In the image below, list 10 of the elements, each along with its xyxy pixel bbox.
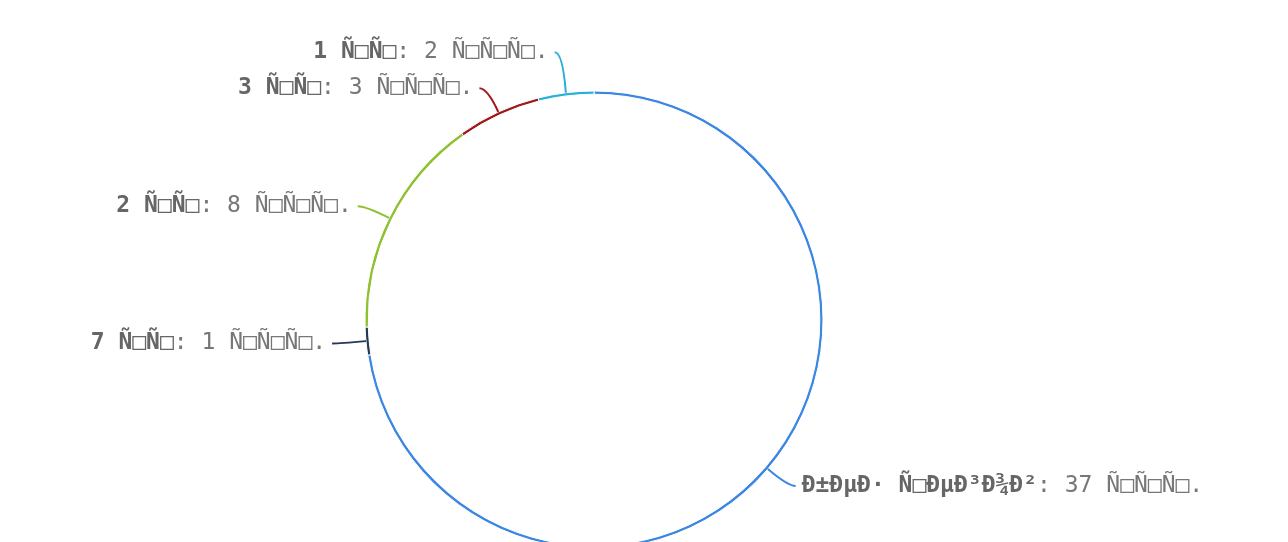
slice-label: 3 Ñ□Ñ□	[238, 72, 322, 100]
slice-label: Ð±ÐµÐ· Ñ□ÐµÐ³Ð¾Ð²	[801, 469, 1038, 497]
slice-label: 7 Ñ□Ñ□	[90, 327, 174, 355]
data-label: : 2 Ñ□Ñ□Ñ□.	[396, 36, 549, 64]
data-label: : 37 Ñ□Ñ□Ñ□.	[1037, 469, 1204, 497]
slice-label: 2 Ñ□Ñ□	[116, 190, 200, 218]
data-label: : 3 Ñ□Ñ□Ñ□.	[321, 72, 474, 100]
data-label: : 8 Ñ□Ñ□Ñ□.	[199, 190, 352, 218]
slice-label: 1 Ñ□Ñ□	[313, 36, 397, 64]
data-label: : 1 Ñ□Ñ□Ñ□.	[173, 327, 327, 355]
